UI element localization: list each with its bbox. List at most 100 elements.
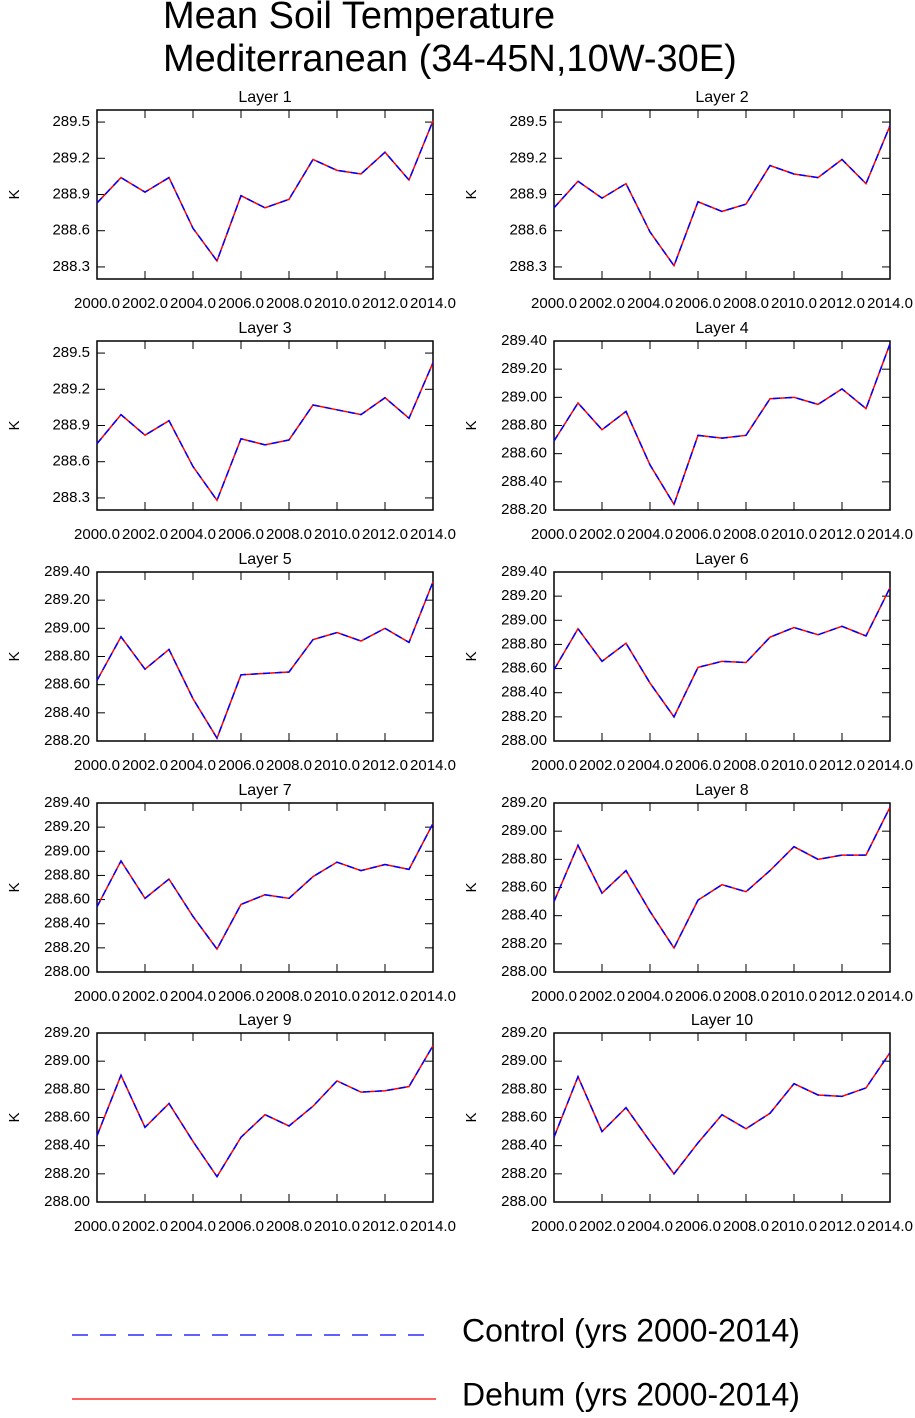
y-axis-label: K <box>463 1112 480 1122</box>
x-tick-label: 2010.0 <box>771 526 817 543</box>
y-tick-label: 288.60 <box>44 891 90 908</box>
x-tick-label: 2006.0 <box>675 757 721 774</box>
x-tick-label: 2012.0 <box>362 295 408 312</box>
y-tick-label: 288.00 <box>501 963 547 980</box>
x-tick-label: 2002.0 <box>122 1218 168 1235</box>
y-axis-label: K <box>6 651 23 661</box>
y-tick-label: 288.60 <box>501 660 547 677</box>
y-tick-label: 288.9 <box>509 185 547 202</box>
panel-title: Layer 7 <box>238 782 291 799</box>
y-tick-label: 288.40 <box>44 704 90 721</box>
x-tick-label: 2008.0 <box>266 526 312 543</box>
x-tick-label: 2014.0 <box>410 757 456 774</box>
x-tick-label: 2014.0 <box>867 1218 913 1235</box>
x-tick-label: 2004.0 <box>170 295 216 312</box>
x-tick-label: 2004.0 <box>627 988 673 1005</box>
x-tick-label: 2000.0 <box>74 526 120 543</box>
plot-frame <box>96 1032 434 1203</box>
series-line: Control (yrs 2000-2014) <box>553 1052 891 1176</box>
x-tick-label: 2010.0 <box>771 295 817 312</box>
x-tick-label: 2014.0 <box>410 526 456 543</box>
y-tick-label: 288.60 <box>44 1108 90 1125</box>
x-tick-label: 2014.0 <box>867 757 913 774</box>
panel-title: Layer 2 <box>695 89 748 106</box>
x-tick-label: 2012.0 <box>362 1218 408 1235</box>
x-tick-label: 2014.0 <box>410 1218 456 1235</box>
x-tick-label: 2014.0 <box>410 988 456 1005</box>
y-tick-label: 288.00 <box>501 1193 547 1210</box>
y-tick-label: 288.40 <box>501 473 547 490</box>
x-tick-label: 2006.0 <box>218 988 264 1005</box>
x-tick-label: 2014.0 <box>867 988 913 1005</box>
x-tick-label: 2014.0 <box>410 295 456 312</box>
y-tick-label: 288.40 <box>44 1137 90 1154</box>
x-tick-label: 2008.0 <box>266 988 312 1005</box>
panel-title: Layer 4 <box>695 320 748 337</box>
y-tick-label: 289.5 <box>509 113 547 130</box>
plot-frame <box>553 1032 891 1203</box>
y-tick-label: 288.40 <box>44 915 90 932</box>
y-tick-label: 288.00 <box>44 1193 90 1210</box>
y-tick-label: 289.20 <box>501 1024 547 1041</box>
y-tick-label: 289.00 <box>501 822 547 839</box>
y-tick-label: 288.9 <box>52 185 90 202</box>
series-line: Dehum (yrs 2000-2014) <box>96 1045 434 1179</box>
panel-title: Layer 10 <box>691 1012 753 1029</box>
series-line: Dehum (yrs 2000-2014) <box>553 343 891 507</box>
x-tick-label: 2004.0 <box>627 526 673 543</box>
y-tick-label: 289.00 <box>44 619 90 636</box>
y-tick-label: 288.80 <box>501 850 547 867</box>
x-tick-label: 2000.0 <box>531 1218 577 1235</box>
y-tick-label: 288.00 <box>501 732 547 749</box>
y-tick-label: 288.6 <box>509 222 547 239</box>
y-tick-label: 289.20 <box>501 794 547 811</box>
x-tick-label: 2012.0 <box>362 526 408 543</box>
x-tick-label: 2004.0 <box>627 1218 673 1235</box>
y-tick-label: 289.00 <box>501 1052 547 1069</box>
series-line: Dehum (yrs 2000-2014) <box>553 806 891 950</box>
y-tick-label: 288.80 <box>501 1080 547 1097</box>
plot-frame <box>553 571 891 742</box>
y-tick-label: 289.00 <box>44 842 90 859</box>
series-line: Dehum (yrs 2000-2014) <box>553 125 891 268</box>
x-tick-label: 2006.0 <box>675 295 721 312</box>
y-tick-label: 289.5 <box>52 113 90 130</box>
panel-title: Layer 8 <box>695 782 748 799</box>
y-tick-label: 288.3 <box>52 489 90 506</box>
y-tick-label: 288.6 <box>52 453 90 470</box>
y-tick-label: 289.00 <box>501 388 547 405</box>
x-tick-label: 2002.0 <box>579 526 625 543</box>
series-line: Control (yrs 2000-2014) <box>96 120 434 263</box>
x-tick-label: 2006.0 <box>675 988 721 1005</box>
panel-title: Layer 1 <box>238 89 291 106</box>
y-tick-label: 289.00 <box>501 611 547 628</box>
x-tick-label: 2012.0 <box>362 988 408 1005</box>
y-axis-label: K <box>6 1112 23 1122</box>
series-line: Dehum (yrs 2000-2014) <box>553 587 891 719</box>
x-tick-label: 2012.0 <box>819 988 865 1005</box>
y-tick-label: 288.3 <box>509 258 547 275</box>
x-tick-label: 2002.0 <box>579 1218 625 1235</box>
y-tick-label: 288.3 <box>52 258 90 275</box>
x-tick-label: 2012.0 <box>819 295 865 312</box>
y-tick-label: 289.40 <box>501 563 547 580</box>
y-tick-label: 288.80 <box>501 416 547 433</box>
y-tick-label: 288.20 <box>44 732 90 749</box>
x-tick-label: 2004.0 <box>627 757 673 774</box>
plot-frame <box>553 340 891 511</box>
x-tick-label: 2000.0 <box>531 988 577 1005</box>
main-subtitle: Mediterranean (34-45N,10W-30E) <box>163 38 737 80</box>
x-tick-label: 2004.0 <box>627 295 673 312</box>
series-line: Control (yrs 2000-2014) <box>553 806 891 950</box>
series-line: Control (yrs 2000-2014) <box>96 1045 434 1179</box>
series-line: Dehum (yrs 2000-2014) <box>553 1052 891 1176</box>
x-tick-label: 2008.0 <box>723 1218 769 1235</box>
y-tick-label: 288.20 <box>44 939 90 956</box>
y-tick-label: 288.60 <box>44 676 90 693</box>
y-axis-label: K <box>463 420 480 430</box>
panel-title: Layer 9 <box>238 1012 291 1029</box>
y-tick-label: 289.5 <box>52 344 90 361</box>
y-tick-label: 288.80 <box>44 866 90 883</box>
